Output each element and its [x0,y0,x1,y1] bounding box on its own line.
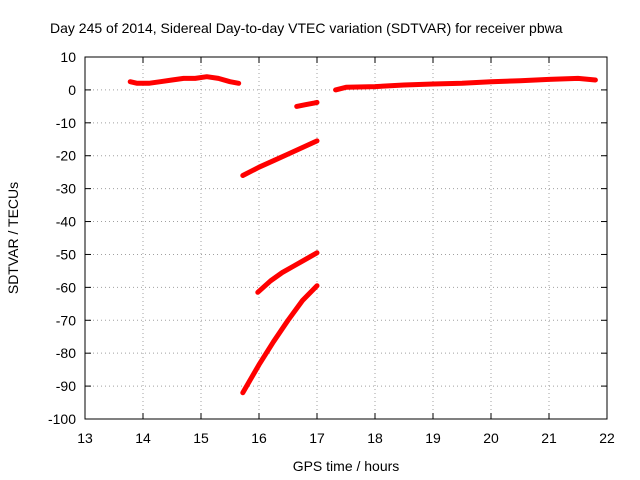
x-tick-label: 18 [367,430,383,446]
plot-frame [84,56,608,420]
y-tick-label: -50 [56,246,76,262]
grid-layer [85,57,607,419]
data-series [127,74,242,86]
x-tick-label: 15 [193,430,209,446]
x-tick-label: 20 [483,430,499,446]
y-tick-label: 0 [68,82,76,98]
x-tick-label: 21 [541,430,557,446]
y-tick-label: -20 [56,148,76,164]
series-layer [127,74,598,396]
x-tick-label: 17 [309,430,325,446]
y-tick-label: -100 [48,411,76,427]
x-axis-label: GPS time / hours [293,458,400,474]
tick-layer [84,56,608,420]
y-tick-label: -30 [56,181,76,197]
y-tick-label: -70 [56,312,76,328]
y-tick-label: -80 [56,345,76,361]
data-series [294,99,320,109]
data-series [240,138,320,178]
x-tick-label: 16 [251,430,267,446]
data-series [255,250,320,295]
x-tick-label: 22 [599,430,615,446]
y-tick-label: -60 [56,279,76,295]
y-tick-label: 10 [60,49,76,65]
x-tick-label: 14 [135,430,151,446]
x-tick-label: 13 [77,430,93,446]
y-tick-label: -90 [56,378,76,394]
y-tick-label: -10 [56,115,76,131]
y-tick-label: -40 [56,214,76,230]
x-tick-label: 19 [425,430,441,446]
y-axis-label: SDTVAR / TECUs [5,182,21,294]
data-series [333,75,598,93]
data-series [240,283,320,396]
tick-label-layer: 13 14 15 16 17 18 19 20 21 22 10 0 -10 -20 -30 -40 -50 -6… [48,49,615,446]
chart-title: Day 245 of 2014, Sidereal Day-to-day VTE… [50,20,563,36]
